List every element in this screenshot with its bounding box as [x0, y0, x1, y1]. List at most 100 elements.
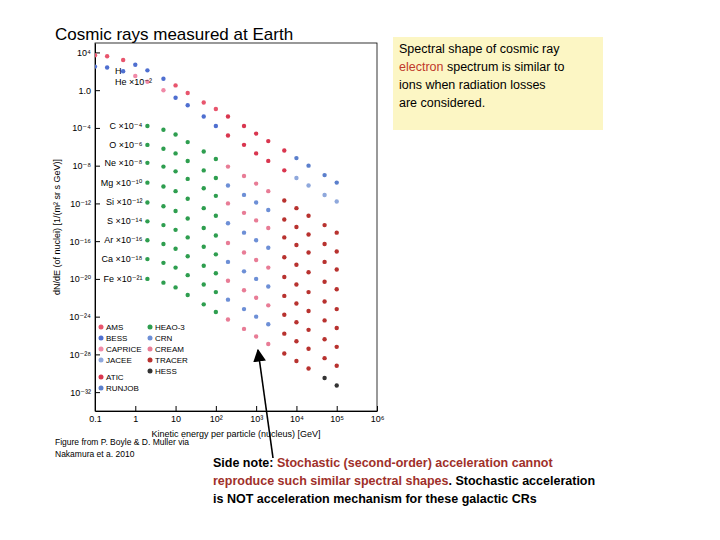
data-point — [306, 270, 310, 274]
y-tick: 10⁻⁴ — [72, 123, 100, 133]
data-point — [266, 208, 270, 212]
data-point — [322, 193, 326, 197]
data-point — [161, 280, 165, 284]
side-note-text-segment: Stochastic (second-order) acceleration c… — [277, 456, 554, 470]
series-label: Fe ×10⁻²¹ — [103, 274, 142, 284]
data-point — [173, 83, 177, 87]
data-point — [226, 201, 230, 205]
data-point — [214, 271, 218, 275]
x-tick-label: 10³ — [250, 414, 263, 424]
data-point — [145, 238, 149, 242]
data-point — [202, 282, 206, 286]
data-point — [254, 314, 258, 318]
data-point — [335, 287, 339, 291]
title: Cosmic rays measured at Earth — [55, 25, 293, 44]
data-point — [294, 156, 298, 160]
note-text-segment: are considered. — [399, 96, 485, 110]
data-point — [254, 181, 258, 185]
x-tick-mark — [296, 406, 297, 411]
slide: Cosmic rays measured at Earth0.111010²10… — [0, 0, 720, 540]
series-labels: HHe ×10⁻²C ×10⁻⁴O ×10⁻⁶Ne ×10⁻⁸Mg ×10⁻¹⁰… — [101, 66, 152, 284]
data-point — [242, 174, 246, 178]
data-point — [173, 247, 177, 251]
legend-label: JACEE — [106, 356, 132, 365]
series — [95, 53, 339, 185]
data-point — [266, 342, 270, 346]
y-tick: 10⁻¹⁶ — [70, 237, 100, 247]
data-point — [322, 280, 326, 284]
credit-text: Figure from P. Boyle & D. Muller via — [55, 437, 189, 447]
x-tick-label: 10 — [171, 414, 181, 424]
x-axis-line — [96, 411, 378, 412]
y-tick-mark — [95, 354, 100, 355]
data-point — [306, 213, 310, 217]
data-point — [95, 53, 97, 57]
series — [145, 238, 339, 349]
data-point — [306, 163, 310, 167]
series — [145, 200, 339, 311]
side-note-text-segment: reproduce such similar spectral shapes — [213, 474, 449, 488]
data-point — [226, 260, 230, 264]
note-box — [393, 37, 603, 130]
data-point — [254, 238, 258, 242]
data-point — [242, 230, 246, 234]
data-point — [145, 124, 149, 128]
data-point — [306, 309, 310, 313]
data-point — [242, 307, 246, 311]
y-axis-line — [95, 44, 96, 412]
legend-label: TRACER — [155, 356, 188, 365]
data-point — [294, 301, 298, 305]
data-point — [161, 223, 165, 227]
data-point — [294, 225, 298, 229]
data-point — [226, 221, 230, 225]
data-point — [322, 299, 326, 303]
note-text: electron spectrum is similar to — [399, 60, 564, 74]
note-text-segment: electron — [399, 60, 444, 74]
data-point — [214, 310, 218, 314]
legend-marker — [99, 358, 104, 363]
data-point — [254, 151, 258, 155]
data-point — [266, 322, 270, 326]
y-tick: 10⁴ — [77, 48, 100, 58]
data-point — [226, 279, 230, 283]
y-tick-label: 10⁻²⁸ — [69, 350, 91, 360]
data-point — [161, 261, 165, 265]
data-point — [282, 275, 286, 279]
data-point — [254, 200, 258, 204]
y-tick-mark — [95, 166, 100, 167]
data-point — [294, 243, 298, 247]
side-note-text: reproduce such similar spectral shapes. … — [213, 474, 595, 488]
legend-marker — [99, 336, 104, 341]
data-point — [161, 128, 165, 132]
data-point — [266, 303, 270, 307]
data-point — [322, 318, 326, 322]
x-tick-mark — [377, 406, 378, 411]
y-tick-label: 10⁻⁴ — [72, 123, 91, 133]
data-point — [95, 64, 97, 68]
y-tick: 10⁻¹² — [70, 199, 100, 209]
legend-marker — [99, 386, 104, 391]
data-point — [242, 327, 246, 331]
y-tick-label: 10⁻²⁰ — [70, 274, 92, 284]
note-text-segment: Spectral shape of cosmic ray — [399, 42, 560, 56]
data-point — [266, 265, 270, 269]
data-point — [282, 255, 286, 259]
data-point — [214, 233, 218, 237]
data-point — [266, 189, 270, 193]
series-label: Si ×10⁻¹² — [106, 197, 143, 207]
legend-marker — [148, 347, 153, 352]
x-tick: 10 — [171, 406, 181, 424]
data-point — [322, 337, 326, 341]
data-point — [185, 159, 189, 163]
x-tick-mark — [216, 406, 217, 411]
data-point — [185, 235, 189, 239]
data-point — [226, 317, 230, 321]
data-point — [161, 88, 165, 92]
x-tick-label: 10⁶ — [371, 414, 385, 424]
data-point — [185, 254, 189, 258]
data-point — [282, 351, 286, 355]
data-point — [242, 211, 246, 215]
data-point — [202, 263, 206, 267]
data-point — [294, 263, 298, 267]
data-point — [145, 277, 149, 281]
